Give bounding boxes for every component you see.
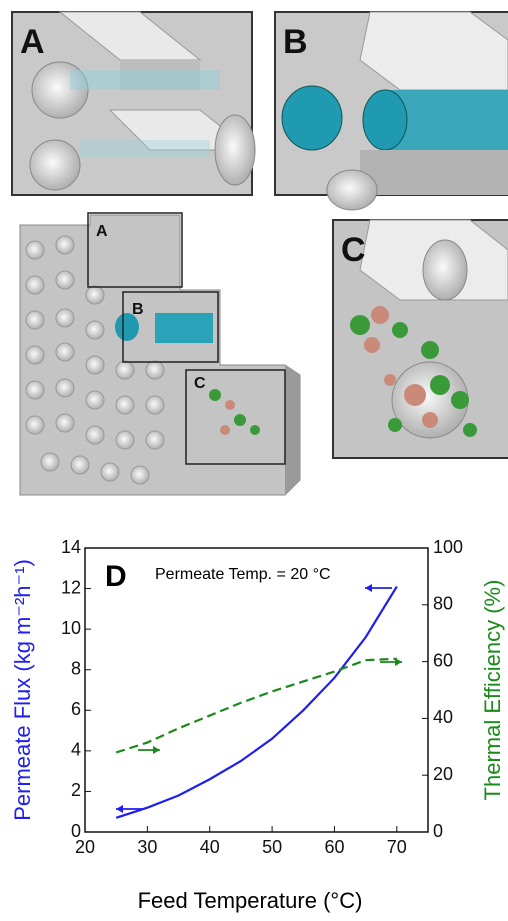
series-line: [116, 659, 397, 753]
panel-b: B: [275, 12, 508, 210]
y2-tick-label: 40: [433, 707, 453, 727]
y-tick-label: 12: [61, 577, 81, 597]
y-tick-label: 6: [71, 699, 81, 719]
box-label: B: [132, 301, 144, 318]
y2-tick-label: 60: [433, 650, 453, 670]
panel-label: A: [20, 23, 45, 61]
y2-tick-label: 80: [433, 594, 453, 614]
page: {"illustration": {"panels": ["A", "B", "…: [0, 0, 508, 921]
panel-label: D: [105, 560, 127, 593]
box-label: C: [194, 375, 206, 392]
y2-axis-label: Thermal Efficiency (%): [480, 580, 505, 801]
plot-frame: [85, 548, 428, 832]
figure: A B A B C: [0, 0, 508, 921]
panel-c: C: [333, 220, 508, 458]
y-tick-label: 8: [71, 658, 81, 678]
y-tick-label: 10: [61, 618, 81, 638]
chart: D Permeate Temp. = 20 °C Feed Temperatur…: [10, 537, 505, 913]
series-line: [116, 587, 397, 818]
box-label: A: [96, 223, 108, 240]
x-tick-label: 50: [262, 837, 282, 857]
y2-tick-label: 100: [433, 537, 463, 557]
y-tick-label: 4: [71, 740, 81, 760]
y2-tick-label: 20: [433, 764, 453, 784]
y-tick-label: 0: [71, 821, 81, 841]
panel-label: C: [341, 231, 366, 269]
y-axis-label: Permeate Flux (kg m⁻²h⁻¹): [10, 559, 35, 821]
x-tick-label: 40: [200, 837, 220, 857]
y2-tick-label: 0: [433, 821, 443, 841]
y-tick-label: 14: [61, 537, 81, 557]
y-tick-label: 2: [71, 780, 81, 800]
x-tick-label: 60: [324, 837, 344, 857]
panel-a: A: [12, 12, 255, 195]
membrane-block: A B C: [20, 213, 300, 495]
x-axis-label: Feed Temperature (°C): [138, 888, 363, 913]
x-tick-label: 30: [137, 837, 157, 857]
axis-arrows: [116, 584, 402, 813]
annotation: Permeate Temp. = 20 °C: [155, 566, 331, 583]
x-tick-label: 70: [387, 837, 407, 857]
panel-label: B: [283, 23, 308, 61]
